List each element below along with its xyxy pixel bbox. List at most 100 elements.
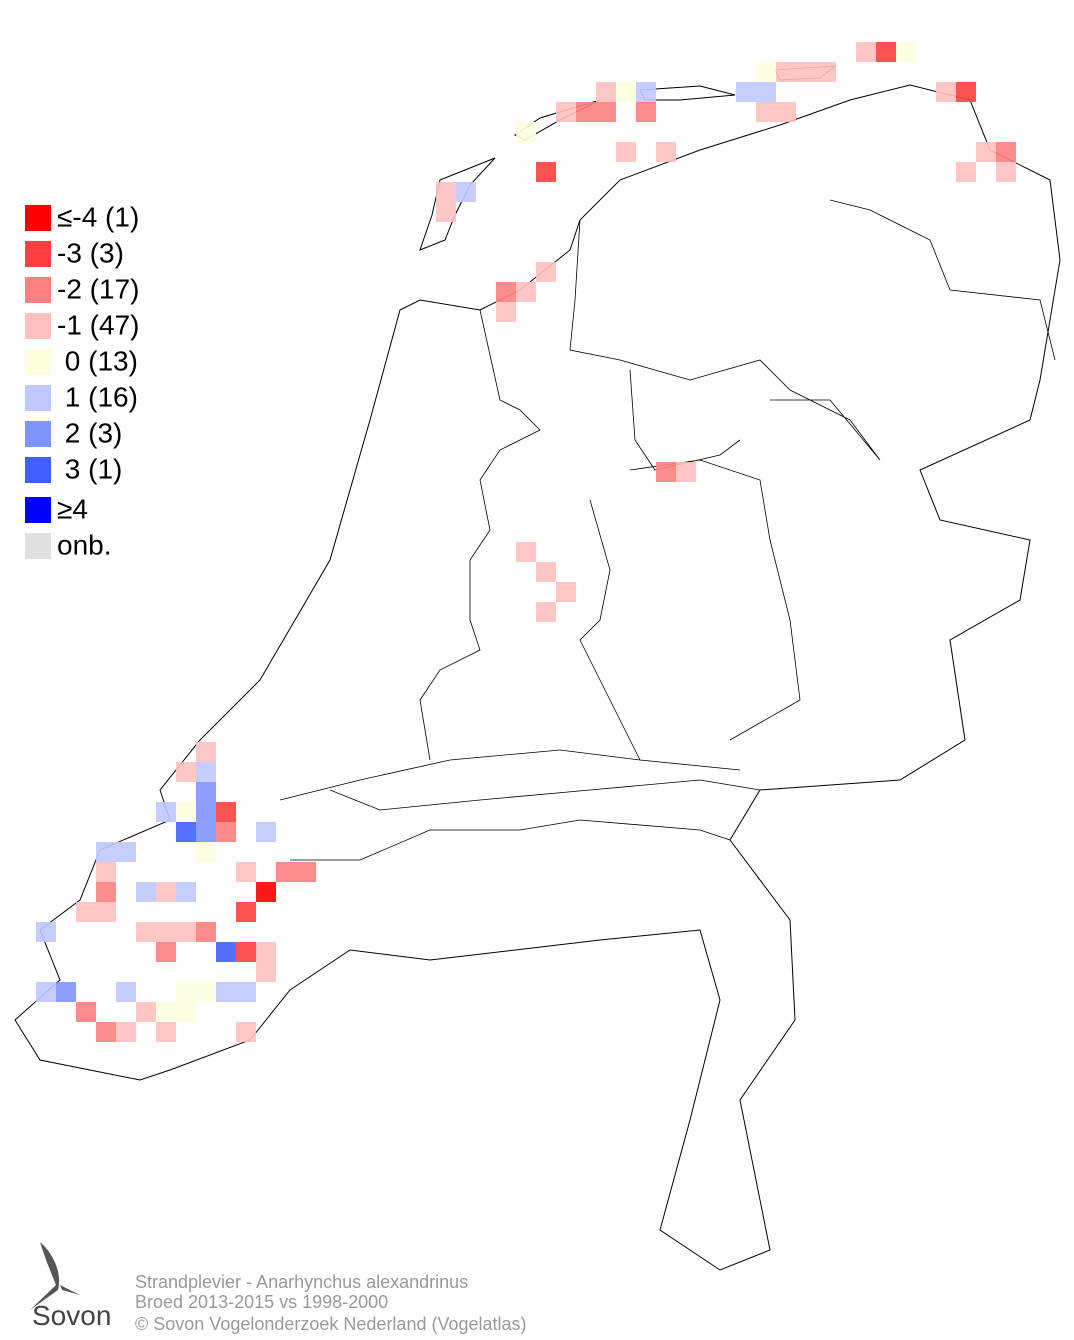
grid-cell	[176, 1002, 196, 1022]
grid-cell	[496, 302, 516, 322]
legend-label: -1 (47)	[57, 309, 139, 340]
legend-label: -3 (3)	[57, 237, 124, 268]
grid-cell	[956, 162, 976, 182]
legend-swatch	[25, 457, 51, 483]
grid-cell	[116, 842, 136, 862]
legend-label: ≥4	[57, 493, 88, 524]
grid-cell	[556, 102, 576, 122]
grid-cell	[176, 882, 196, 902]
grid-cell	[516, 122, 536, 142]
logo-text: Sovon	[32, 1300, 111, 1331]
logo-bird	[30, 1242, 80, 1310]
grid-cell	[276, 862, 296, 882]
grid-cell	[436, 202, 456, 222]
grid-cell	[176, 802, 196, 822]
grid-cell	[596, 102, 616, 122]
legend-label: 2 (3)	[57, 417, 122, 448]
legend: ≤-4 (1) -3 (3) -2 (17) -1 (47) 0 (13) 1 (16…	[25, 201, 139, 560]
grid-cell	[156, 1002, 176, 1022]
grid-cell	[896, 42, 916, 62]
grid-cell	[136, 1002, 156, 1022]
grid-cell	[216, 802, 236, 822]
legend-swatch	[25, 533, 51, 559]
legend-label: onb.	[57, 529, 112, 560]
grid-cell	[156, 942, 176, 962]
grid-cell	[196, 842, 216, 862]
footer-line: © Sovon Vogelonderzoek Nederland (Vogela…	[135, 1314, 527, 1334]
grid-cell	[196, 982, 216, 1002]
grid-cell	[636, 82, 656, 102]
legend-swatch	[25, 241, 51, 267]
grid-cell	[656, 142, 676, 162]
grid-cell	[136, 882, 156, 902]
grid-cell	[616, 142, 636, 162]
grid-cell	[676, 462, 696, 482]
grid-cell	[196, 802, 216, 822]
legend-swatch	[25, 277, 51, 303]
grid-cell	[196, 922, 216, 942]
footer-line: Broed 2013-2015 vs 1998-2000	[135, 1292, 388, 1312]
grid-cell	[536, 262, 556, 282]
legend-swatch	[25, 421, 51, 447]
grid-cell	[496, 282, 516, 302]
footer-line: Strandplevier - Anarhynchus alexandrinus	[135, 1272, 468, 1292]
grid-cell	[816, 62, 836, 82]
grid-cell	[236, 862, 256, 882]
grid-cell	[96, 862, 116, 882]
grid-cell	[256, 942, 276, 962]
grid-cell	[256, 822, 276, 842]
grid-cell	[516, 542, 536, 562]
grid-cell	[236, 902, 256, 922]
grid-cell	[536, 562, 556, 582]
grid-cell	[736, 82, 756, 102]
grid-cell	[196, 742, 216, 762]
grid-cell	[176, 982, 196, 1002]
grid-cell	[236, 942, 256, 962]
grid-cell	[36, 982, 56, 1002]
grid-cell	[236, 1022, 256, 1042]
grid-cell	[876, 42, 896, 62]
grid-cell	[756, 62, 776, 82]
grid-cell	[796, 62, 816, 82]
grid-cell	[616, 82, 636, 102]
grid-cell	[136, 922, 156, 942]
legend-swatch	[25, 385, 51, 411]
grid-cell	[96, 842, 116, 862]
grid-cell	[456, 182, 476, 202]
grid-cell	[536, 162, 556, 182]
grid-cell	[116, 982, 136, 1002]
grid-cell	[656, 462, 676, 482]
legend-swatch	[25, 497, 51, 523]
grid-cell	[156, 922, 176, 942]
grid-cell	[176, 922, 196, 942]
grid-cell	[76, 1002, 96, 1022]
legend-swatch	[25, 205, 51, 231]
grid-cell	[76, 902, 96, 922]
grid-cell	[956, 82, 976, 102]
legend-swatch	[25, 349, 51, 375]
grid-cell	[256, 882, 276, 902]
grid-cell	[636, 102, 656, 122]
grid-cell	[256, 962, 276, 982]
grid-cells	[36, 42, 1016, 1042]
country-outline	[14, 65, 1061, 1271]
grid-cell	[576, 102, 596, 122]
grid-cell	[216, 982, 236, 1002]
grid-cell	[776, 62, 796, 82]
grid-cell	[216, 942, 236, 962]
grid-cell	[996, 142, 1016, 162]
grid-cell	[996, 162, 1016, 182]
grid-cell	[536, 602, 556, 622]
grid-cell	[776, 102, 796, 122]
legend-label: 1 (16)	[57, 381, 138, 412]
legend-swatch	[25, 313, 51, 339]
grid-cell	[196, 822, 216, 842]
grid-cell	[196, 782, 216, 802]
grid-cell	[436, 182, 456, 202]
grid-cell	[756, 102, 776, 122]
grid-cell	[96, 902, 116, 922]
legend-label: 0 (13)	[57, 345, 138, 376]
grid-cell	[96, 882, 116, 902]
grid-cell	[596, 82, 616, 102]
